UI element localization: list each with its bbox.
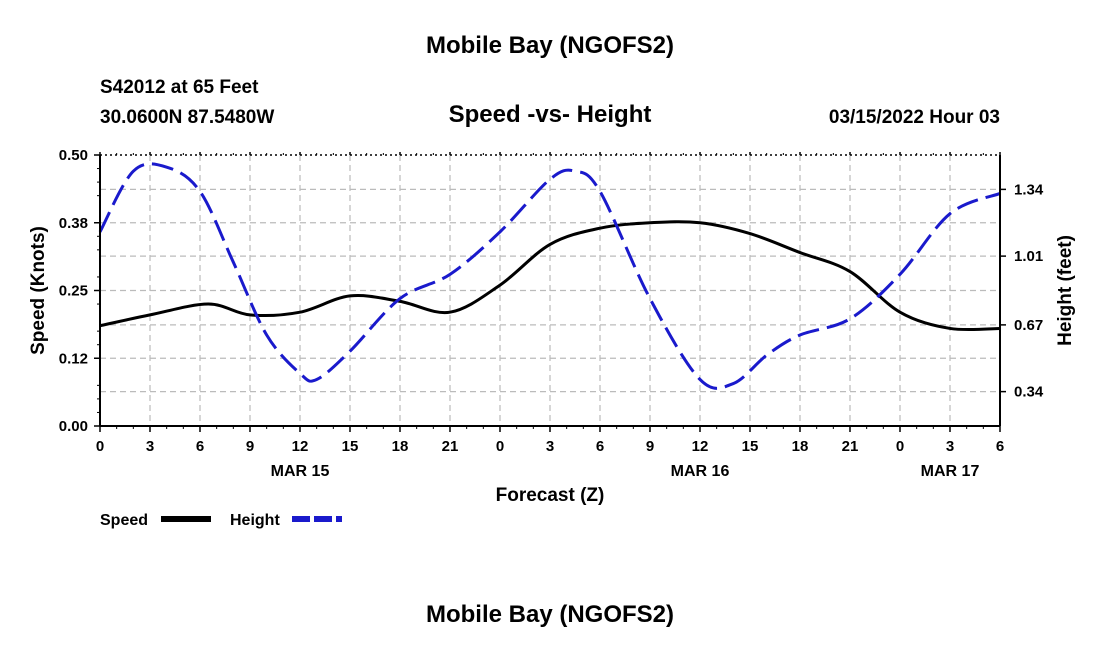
y2-tick-label: 0.67 <box>1014 317 1043 334</box>
chart-axes <box>94 152 1006 432</box>
legend-label-height: Height <box>230 512 280 529</box>
date-label: MAR 16 <box>671 463 730 480</box>
x-tick-label: 0 <box>896 438 904 455</box>
station-label: S42012 at 65 Feet <box>100 77 259 98</box>
forecast-datetime: 03/15/2022 Hour 03 <box>828 107 1000 128</box>
x-tick-label: 6 <box>996 438 1004 455</box>
chart-subtitle: Speed -vs- Height <box>448 101 652 128</box>
chart-grid <box>100 155 1000 426</box>
x-tick-label: 18 <box>392 438 409 455</box>
speed-height-chart: 0 3 6 9 12 15 18 21 0 3 6 9 12 15 18 21 0 3 6 0.00 0.12 0.25 0… <box>28 147 1076 529</box>
x-tick-label: 6 <box>196 438 204 455</box>
y2-tick-label: 0.34 <box>1014 384 1044 401</box>
legend-label-speed: Speed <box>100 512 148 529</box>
y-tick-label: 0.25 <box>59 283 88 300</box>
y2-tick-label: 1.01 <box>1014 248 1043 265</box>
x-tick-label: 15 <box>742 438 759 455</box>
x-tick-label: 12 <box>292 438 309 455</box>
y2-tick-label: 1.34 <box>1014 181 1044 198</box>
x-tick-label: 9 <box>246 438 254 455</box>
x-tick-label: 3 <box>546 438 554 455</box>
x-tick-label: 0 <box>96 438 104 455</box>
chart-labels: 0 3 6 9 12 15 18 21 0 3 6 9 12 15 18 21 0 3 6 0.00 0.12 0.25 0… <box>28 147 1076 529</box>
x-tick-label: 3 <box>146 438 154 455</box>
chart-series <box>98 162 1001 390</box>
x-tick-label: 0 <box>496 438 504 455</box>
y-tick-label: 0.00 <box>59 418 88 435</box>
x-tick-label: 12 <box>692 438 709 455</box>
x-tick-label: 3 <box>946 438 954 455</box>
series-line-height <box>98 162 1001 390</box>
date-label: MAR 15 <box>271 463 330 480</box>
x-tick-label: 18 <box>792 438 809 455</box>
x-tick-label: 6 <box>596 438 604 455</box>
x-tick-label: 15 <box>342 438 359 455</box>
x-tick-label: 9 <box>646 438 654 455</box>
station-coordinates: 30.0600N 87.5480W <box>100 107 275 128</box>
y2-axis-label: Height (feet) <box>1055 235 1076 346</box>
date-label: MAR 17 <box>921 463 980 480</box>
y-tick-label: 0.38 <box>59 215 88 232</box>
footer-title: Mobile Bay (NGOFS2) <box>425 601 675 628</box>
chart-title: Mobile Bay (NGOFS2) <box>425 32 675 59</box>
y-tick-label: 0.12 <box>59 350 88 367</box>
y-tick-label: 0.50 <box>59 147 88 164</box>
x-tick-label: 21 <box>842 438 859 455</box>
x-axis-label: Forecast (Z) <box>496 485 605 506</box>
y-axis-label: Speed (Knots) <box>28 226 49 355</box>
series-line-speed <box>99 220 1001 332</box>
x-tick-label: 21 <box>442 438 459 455</box>
